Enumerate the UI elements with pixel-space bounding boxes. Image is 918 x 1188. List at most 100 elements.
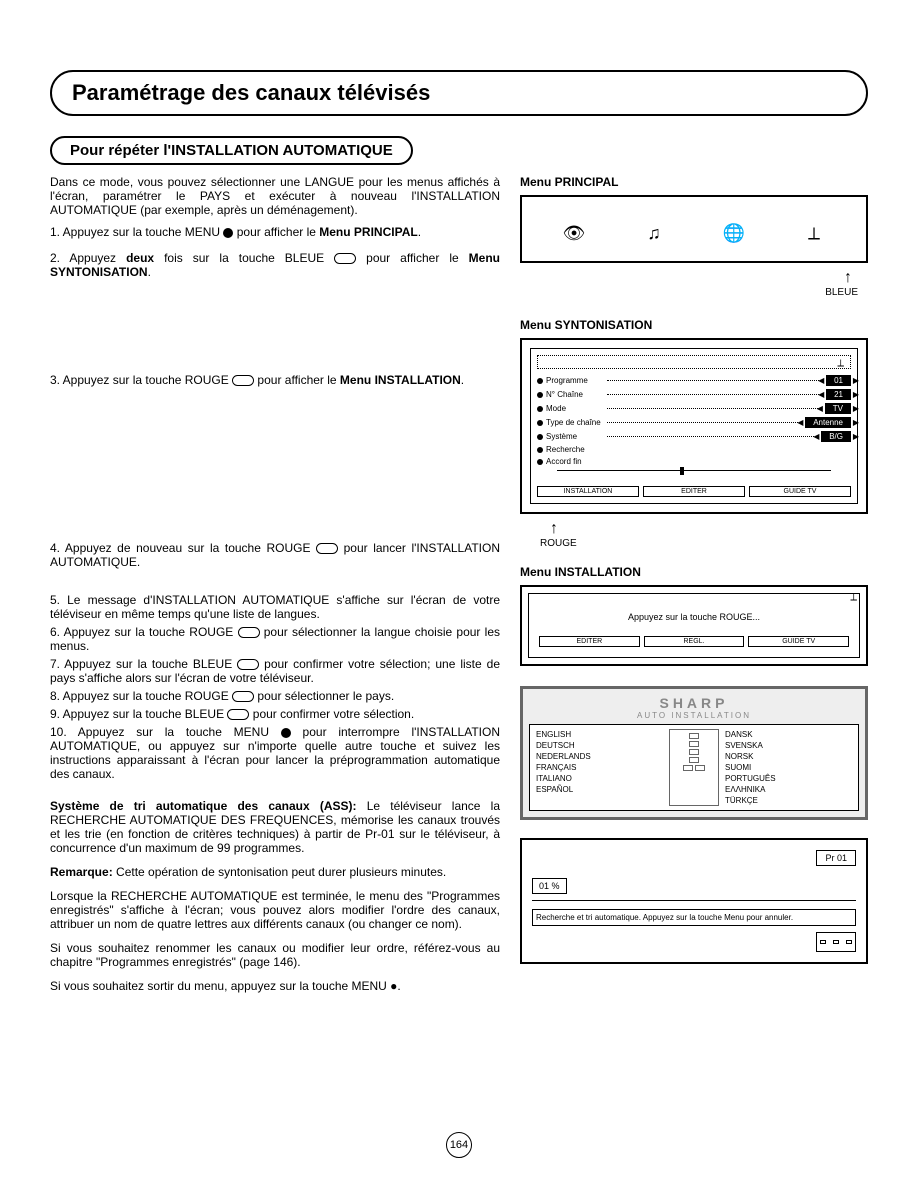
lang-item: ΕΛΛΗΝΙΚΑ (723, 784, 854, 795)
bleue-label: BLEUE (520, 287, 868, 298)
red-button-icon (316, 543, 338, 554)
menu-dot-icon (223, 228, 233, 238)
paragraph-2: Si vous souhaitez renommer les canaux ou… (50, 941, 500, 969)
btn-installation: INSTALLATION (537, 486, 639, 497)
install-text: Appuyez sur la touche ROUGE... (539, 604, 849, 630)
btn-regl: REGL. (644, 636, 745, 647)
btn-guide: GUIDE TV (748, 636, 849, 647)
step-8: 8. Appuyez sur la touche ROUGE pour séle… (50, 689, 500, 703)
section-subtitle: Pour répéter l'INSTALLATION AUTOMATIQUE (50, 136, 413, 165)
step-2-b: deux (126, 251, 154, 265)
step-6: 6. Appuyez sur la touche ROUGE pour séle… (50, 625, 500, 653)
remote-mini-icon (816, 932, 856, 952)
music-icon: ♫ (642, 221, 666, 245)
pct-value: 01 % (532, 878, 567, 894)
antenna-icon: ⟂ (802, 221, 826, 245)
step-9: 9. Appuyez sur la touche BLEUE pour conf… (50, 707, 500, 721)
step-2-c: fois sur la touche BLEUE (154, 251, 334, 265)
step-4-a: 4. Appuyez de nouveau sur la touche ROUG… (50, 541, 316, 555)
lang-item: ITALIANO (534, 773, 665, 784)
rouge-label: ROUGE (520, 538, 868, 549)
lang-col-left: ENGLISH DEUTSCH NEDERLANDS FRANÇAIS ITAL… (534, 729, 665, 806)
synt-row-programme: Programme01 (537, 375, 851, 386)
synt-row-recherche: Recherche (537, 445, 851, 454)
step-2-a: 2. Appuyez (50, 251, 126, 265)
remarque-text: Cette opération de syntonisation peut du… (113, 865, 447, 879)
arrow-up-icon: ↑ (520, 269, 868, 287)
red-button-icon (232, 375, 254, 386)
search-progress-box: Pr 01 01 % Recherche et tri automatique.… (520, 838, 868, 964)
blue-button-icon (334, 253, 356, 264)
lang-col-right: DANSK SVENSKA NORSK SUOMI PORTUGUÊS ΕΛΛΗ… (723, 729, 854, 806)
antenna-icon: ⟂ (837, 358, 844, 369)
lang-item: ESPAÑOL (534, 784, 665, 795)
remarque-label: Remarque: (50, 865, 113, 879)
search-text: Recherche et tri automatique. Appuyez su… (532, 909, 856, 926)
red-button-icon (232, 691, 254, 702)
ass-label: Système de tri automatique des canaux (A… (50, 799, 357, 813)
ass-paragraph: Système de tri automatique des canaux (A… (50, 799, 500, 855)
paragraph-3: Si vous souhaitez sortir du menu, appuye… (50, 979, 500, 993)
btn-editer: EDITER (643, 486, 745, 497)
blue-button-icon (227, 709, 249, 720)
synt-label: Menu SYNTONISATION (520, 318, 868, 332)
red-button-icon (238, 627, 260, 638)
step-3-a: 3. Appuyez sur la touche ROUGE (50, 373, 232, 387)
paragraph-1: Lorsque la RECHERCHE AUTOMATIQUE est ter… (50, 889, 500, 931)
lang-item: ENGLISH (534, 729, 665, 740)
page-title: Paramétrage des canaux télévisés (50, 70, 868, 116)
btn-guide: GUIDE TV (749, 486, 851, 497)
step-9-a: 9. Appuyez sur la touche BLEUE (50, 707, 227, 721)
step-4: 4. Appuyez de nouveau sur la touche ROUG… (50, 541, 500, 569)
menu-dot-icon (281, 728, 291, 738)
step-5: 5. Le message d'INSTALLATION AUTOMATIQUE… (50, 593, 500, 621)
synt-menu-box: ⟂ Programme01 N° Chaîne21 ModeTV Type de… (520, 338, 868, 514)
content-area: Dans ce mode, vous pouvez sélectionner u… (50, 175, 868, 1003)
lang-item: DANSK (723, 729, 854, 740)
step-7-a: 7. Appuyez sur la touche BLEUE (50, 657, 237, 671)
antenna-icon: ⟂ (850, 592, 857, 603)
lang-item: NEDERLANDS (534, 751, 665, 762)
arrow-up-icon: ↑ (520, 520, 868, 538)
pr-number: Pr 01 (816, 850, 856, 866)
install-menu-box: ⟂ Appuyez sur la touche ROUGE... EDITER … (520, 585, 868, 666)
step-1: 1. Appuyez sur la touche MENU pour affic… (50, 225, 500, 239)
synt-row-systeme: SystèmeB/G (537, 431, 851, 442)
page-number: 164 (446, 1132, 472, 1158)
intro-text: Dans ce mode, vous pouvez sélectionner u… (50, 175, 500, 217)
synt-row-mode: ModeTV (537, 403, 851, 414)
right-column: Menu PRINCIPAL 👁 ♫ 🌐 ⟂ ↑ BLEUE Menu SYNT… (520, 175, 868, 1003)
globe-icon: 🌐 (722, 221, 746, 245)
step-3: 3. Appuyez sur la touche ROUGE pour affi… (50, 373, 500, 387)
lang-item: TÜRKÇE (723, 795, 854, 806)
step-2: 2. Appuyez deux fois sur la touche BLEUE… (50, 251, 500, 279)
left-column: Dans ce mode, vous pouvez sélectionner u… (50, 175, 520, 1003)
synt-row-accord: Accord fin (537, 457, 851, 466)
sharp-subtitle: AUTO INSTALLATION (529, 711, 859, 720)
blue-button-icon (237, 659, 259, 670)
step-3-b: pour afficher le (254, 373, 340, 387)
install-label: Menu INSTALLATION (520, 565, 868, 579)
step-1-c: Menu PRINCIPAL (319, 225, 417, 239)
lang-item: PORTUGUÊS (723, 773, 854, 784)
step-8-b: pour sélectionner le pays. (254, 689, 394, 703)
eye-icon: 👁 (562, 221, 586, 245)
lang-item: DEUTSCH (534, 740, 665, 751)
step-6-a: 6. Appuyez sur la touche ROUGE (50, 625, 238, 639)
step-1-b: pour afficher le (233, 225, 319, 239)
remarque-paragraph: Remarque: Cette opération de syntonisati… (50, 865, 500, 879)
step-8-a: 8. Appuyez sur la touche ROUGE (50, 689, 232, 703)
lang-item: SVENSKA (723, 740, 854, 751)
principal-label: Menu PRINCIPAL (520, 175, 868, 189)
sharp-install-box: SHARP AUTO INSTALLATION ENGLISH DEUTSCH … (520, 686, 868, 820)
remote-icon (669, 729, 719, 806)
lang-item: NORSK (723, 751, 854, 762)
principal-menu-box: 👁 ♫ 🌐 ⟂ (520, 195, 868, 263)
sharp-logo: SHARP (529, 695, 859, 711)
step-10: 10. Appuyez sur la touche MENU pour inte… (50, 725, 500, 781)
lang-item: SUOMI (723, 762, 854, 773)
fine-tune-slider (557, 470, 831, 480)
step-7: 7. Appuyez sur la touche BLEUE pour conf… (50, 657, 500, 685)
btn-editer: EDITER (539, 636, 640, 647)
lang-item: FRANÇAIS (534, 762, 665, 773)
